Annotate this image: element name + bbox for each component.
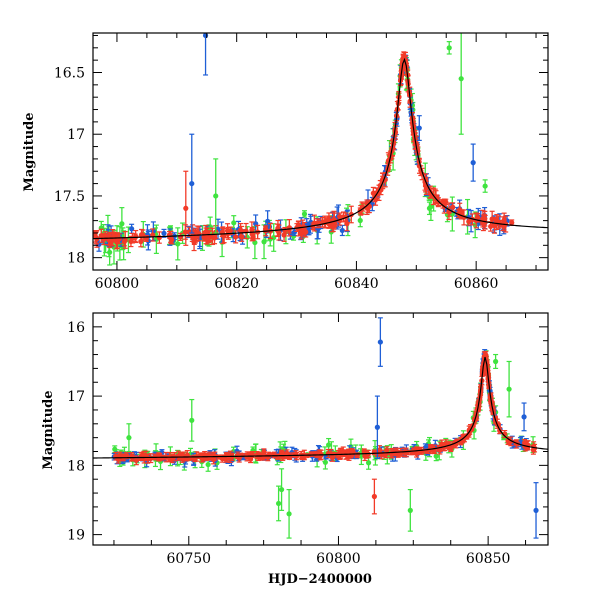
bottom-red-point xyxy=(278,449,285,456)
bottom-blue-outlier-point xyxy=(521,402,527,432)
bottom-red-point xyxy=(371,449,377,456)
bottom-red-point xyxy=(384,446,390,455)
top-green-outlier-point xyxy=(482,179,488,193)
bottom-red-point xyxy=(188,455,194,461)
bottom-model-curve xyxy=(93,356,548,459)
bottom-axis-ticks: 60750 60800 60850 16 17 18 19 xyxy=(67,312,548,567)
bottom-green-outlier-point xyxy=(493,353,499,370)
top-red-point xyxy=(298,228,304,240)
top-blue-outlier-point xyxy=(202,33,209,76)
top-red-point xyxy=(491,217,498,234)
top-panel: 60800 60820 60840 60860 16.5 17 17.5 18 Magnitu… xyxy=(22,32,549,292)
bottom-red-point xyxy=(513,439,519,446)
top-y-tick-label: 16.5 xyxy=(54,66,85,82)
top-plot-frame xyxy=(92,32,549,271)
bottom-red-point xyxy=(261,448,267,456)
top-blue-outlier-point xyxy=(470,143,476,182)
bottom-y-tick-label: 16 xyxy=(67,320,85,336)
bottom-green-outlier-point xyxy=(275,485,282,522)
top-green-outlier-point xyxy=(426,201,433,216)
bottom-green-outlier-point xyxy=(407,488,413,532)
bottom-x-tick-label: 60750 xyxy=(167,551,212,567)
top-green-outlier-point xyxy=(213,158,219,234)
top-model-line xyxy=(93,57,548,240)
top-green-point xyxy=(301,210,308,218)
top-y-tick-label: 18 xyxy=(67,251,85,267)
bottom-panel: 60750 60800 60850 16 17 18 19 Magnitude HJD−24… xyxy=(41,312,549,587)
bottom-green-outlier-point xyxy=(286,488,292,539)
top-red-point xyxy=(250,228,256,240)
bottom-y-tick-label: 18 xyxy=(67,458,85,474)
top-x-tick-label: 60860 xyxy=(454,276,499,292)
bottom-red-point xyxy=(362,450,368,462)
top-green-outlier-point xyxy=(458,33,464,135)
top-x-tick-label: 60820 xyxy=(214,276,259,292)
top-green-point xyxy=(357,213,363,228)
bottom-red-point xyxy=(301,452,307,460)
top-y-axis-label: Magnitude xyxy=(22,112,37,191)
bottom-y-tick-label: 19 xyxy=(67,528,85,544)
bottom-x-tick-label: 60850 xyxy=(466,551,511,567)
top-x-tick-label: 60800 xyxy=(95,276,140,292)
bottom-red-point xyxy=(167,455,173,462)
top-y-tick-label: 17.5 xyxy=(54,189,85,205)
bottom-plot-frame xyxy=(92,312,549,546)
bottom-x-tick-label: 60800 xyxy=(316,551,361,567)
top-model-curve xyxy=(93,57,548,240)
bottom-blue-outlier-point xyxy=(374,395,380,460)
top-red-point xyxy=(191,233,197,252)
bottom-green-outlier-point xyxy=(126,423,132,453)
top-axis-ticks: 60800 60820 60840 60860 16.5 17 17.5 18 xyxy=(54,33,548,292)
top-red-point xyxy=(122,231,128,249)
bottom-red-point xyxy=(239,452,245,458)
bottom-blue-outlier-point xyxy=(377,317,383,367)
bottom-red-point xyxy=(419,448,425,454)
bottom-model-line xyxy=(93,356,548,459)
top-blue-outlier-point xyxy=(189,133,195,234)
bottom-x-axis-label: HJD−2400000 xyxy=(268,572,372,587)
top-red-point xyxy=(440,199,446,209)
top-x-tick-label: 60840 xyxy=(334,276,379,292)
top-red-outlier-point xyxy=(183,170,189,246)
top-red-point xyxy=(138,235,144,248)
bottom-red-outlier-point xyxy=(371,478,377,515)
bottom-blue-outlier-point xyxy=(533,482,539,539)
top-red-point xyxy=(500,221,507,232)
top-red-point xyxy=(360,202,366,212)
top-green-point xyxy=(175,227,181,261)
bottom-green-outlier-point xyxy=(278,468,285,511)
top-blue-outlier-point xyxy=(416,115,422,141)
bottom-y-tick-label: 17 xyxy=(67,389,85,405)
top-red-point xyxy=(114,234,120,250)
bottom-red-point xyxy=(316,453,322,459)
bottom-green-outlier-point xyxy=(506,360,512,418)
bottom-data-points xyxy=(111,317,539,539)
top-blue-point xyxy=(129,223,135,234)
top-data-points xyxy=(93,33,515,266)
bottom-red-point xyxy=(340,446,346,457)
top-green-outlier-point xyxy=(446,41,452,55)
bottom-green-outlier-point xyxy=(189,398,195,442)
bottom-red-point xyxy=(404,449,410,456)
bottom-y-axis-label: Magnitude xyxy=(41,390,56,469)
top-y-tick-label: 17 xyxy=(67,127,85,143)
